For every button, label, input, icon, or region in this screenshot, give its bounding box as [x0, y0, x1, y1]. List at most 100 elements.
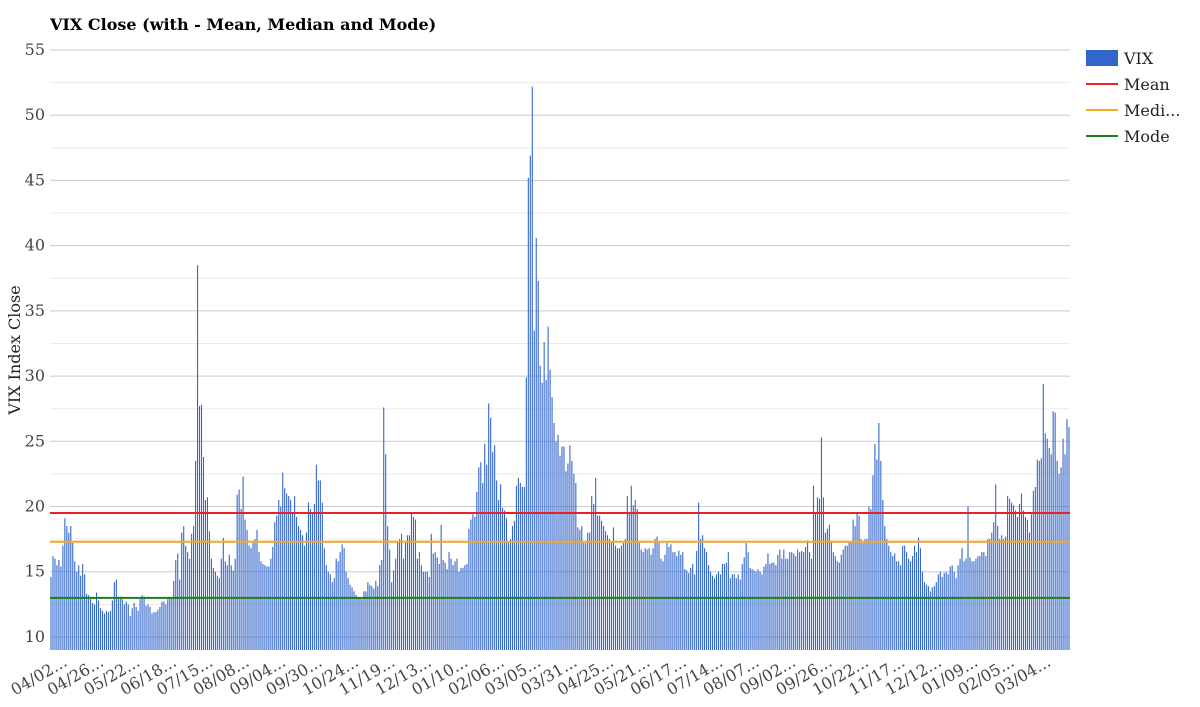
bar	[1052, 411, 1054, 650]
bar	[507, 543, 510, 650]
bar	[347, 578, 349, 650]
bar	[927, 586, 929, 650]
bar	[743, 557, 745, 650]
bar	[709, 571, 712, 650]
bar	[771, 562, 773, 650]
bar	[468, 528, 470, 650]
bar	[181, 532, 183, 650]
bar	[420, 565, 422, 650]
bar	[351, 587, 353, 650]
bar	[278, 500, 280, 650]
bar	[250, 548, 252, 650]
bar	[737, 574, 739, 650]
bar	[896, 561, 898, 650]
bar	[569, 445, 571, 650]
bar	[123, 604, 125, 650]
legend-label-mode[interactable]: Mode	[1124, 127, 1170, 146]
bar	[365, 591, 367, 650]
bar	[337, 561, 339, 650]
y-tick-label: 40	[25, 236, 45, 255]
bar	[1020, 493, 1023, 650]
bar	[430, 533, 432, 650]
bar	[688, 573, 690, 650]
bar	[234, 558, 236, 650]
bar	[601, 520, 603, 650]
bar	[107, 612, 109, 650]
bar	[822, 497, 824, 650]
bar	[674, 552, 676, 650]
bar	[531, 86, 533, 650]
bar	[84, 574, 86, 650]
bar	[210, 558, 212, 650]
bar	[921, 571, 923, 650]
bar	[387, 526, 389, 650]
bar	[769, 563, 771, 650]
bar	[634, 500, 636, 650]
bar	[725, 562, 727, 650]
bar	[52, 556, 54, 650]
bar	[874, 443, 876, 650]
bar	[755, 571, 757, 650]
bar	[258, 552, 260, 650]
bar	[947, 574, 949, 650]
y-tick-label: 50	[25, 105, 45, 124]
legend-label-mean[interactable]: Mean	[1124, 75, 1170, 94]
bar	[793, 553, 795, 650]
legend-label-vix[interactable]: VIX	[1123, 49, 1154, 68]
bar	[1003, 539, 1005, 650]
bar	[195, 460, 197, 650]
bar	[361, 599, 363, 650]
bar	[943, 573, 945, 650]
bar	[509, 539, 512, 650]
bar	[119, 596, 121, 650]
bar	[880, 460, 882, 650]
bar	[74, 561, 76, 650]
bar	[894, 553, 896, 650]
bar	[684, 569, 686, 650]
bar	[597, 515, 599, 650]
bar	[781, 558, 783, 650]
bar	[519, 483, 521, 650]
bar	[416, 558, 418, 650]
bar	[539, 365, 541, 650]
bar	[92, 603, 94, 650]
bar	[840, 554, 842, 650]
bar	[238, 489, 240, 650]
bar	[941, 576, 943, 650]
bar	[343, 548, 345, 650]
bar	[434, 552, 436, 650]
bar	[589, 532, 591, 650]
bar	[807, 540, 809, 650]
bar	[908, 558, 910, 650]
bar	[965, 558, 967, 650]
bar	[579, 530, 581, 650]
y-axis-title: VIX Index Close	[5, 285, 24, 415]
bar	[1022, 510, 1024, 650]
bar	[759, 571, 761, 650]
bar	[721, 563, 723, 650]
bar	[933, 586, 935, 650]
bar	[925, 584, 927, 650]
bar	[1001, 535, 1003, 650]
legend-label-median[interactable]: Medi...	[1124, 101, 1180, 120]
bar	[1064, 454, 1066, 650]
bar	[842, 549, 844, 650]
bar	[1066, 419, 1068, 650]
bar	[910, 561, 912, 650]
legend[interactable]: VIX Mean Medi... Mode	[1086, 49, 1180, 146]
bar	[642, 552, 644, 650]
bar	[171, 597, 173, 650]
bar	[1048, 447, 1050, 650]
bar	[664, 554, 666, 650]
bar	[553, 423, 555, 650]
bar	[511, 526, 514, 650]
bar	[438, 563, 440, 650]
bar	[977, 556, 979, 650]
bar	[878, 423, 880, 650]
bar	[884, 526, 886, 650]
bar	[678, 550, 680, 650]
bar	[757, 569, 759, 650]
bar	[329, 574, 331, 650]
bar	[690, 567, 692, 650]
bar	[452, 565, 454, 650]
